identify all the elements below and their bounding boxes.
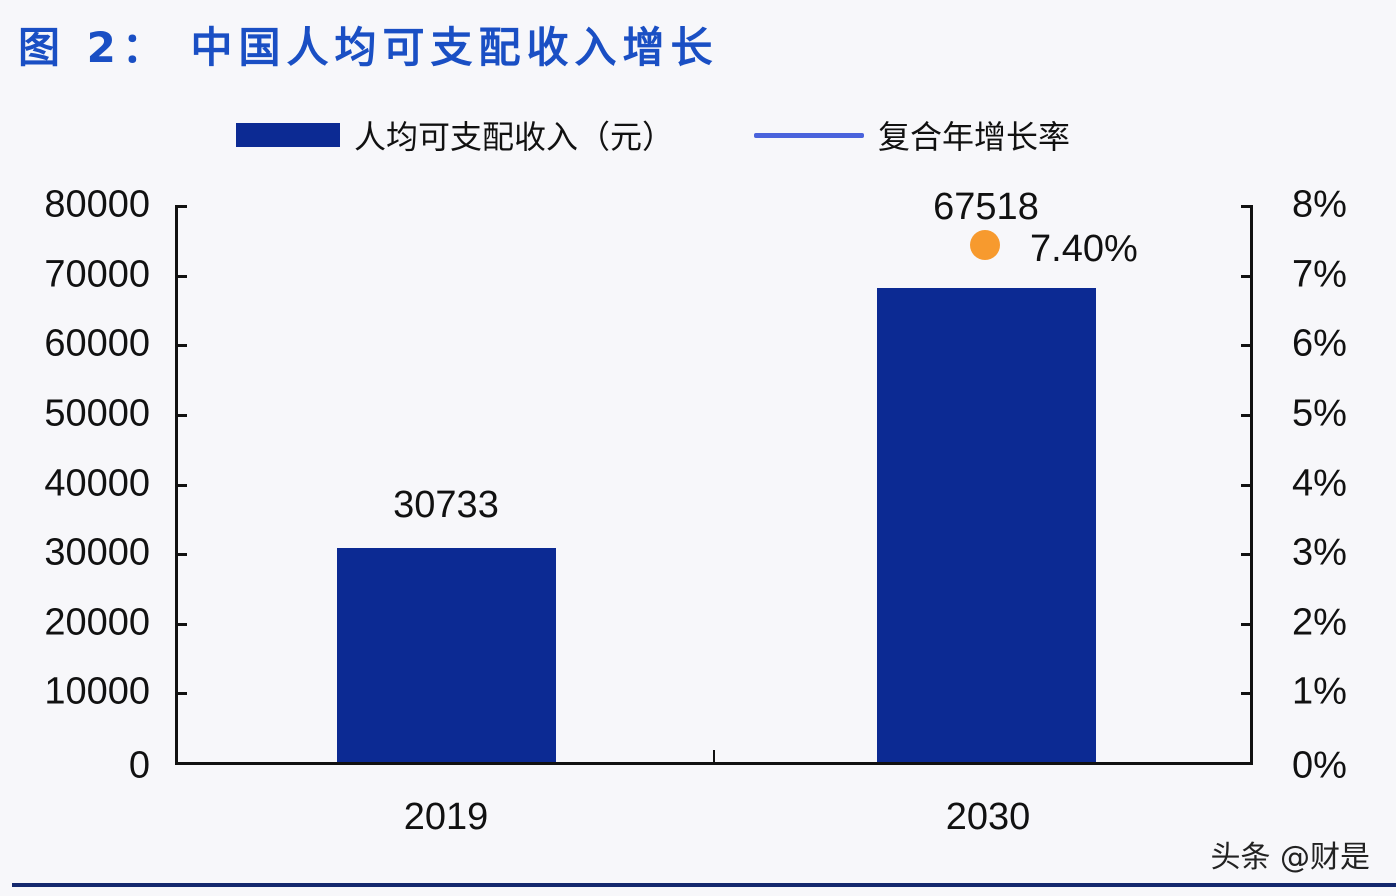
y-tick-label: 50000	[44, 392, 150, 435]
chart-title: 图 2： 中国人均可支配收入增长	[18, 23, 719, 72]
cagr-marker-icon	[970, 230, 1000, 260]
y-tick-label: 10000	[44, 670, 150, 713]
y2-tick-label: 0%	[1292, 744, 1347, 787]
footer-rule	[12, 883, 1396, 887]
x-tick-label-2019: 2019	[403, 796, 489, 838]
y2-tick	[1241, 553, 1253, 557]
y2-tick-label: 6%	[1292, 322, 1347, 365]
y2-tick	[1241, 622, 1253, 626]
y-tick	[175, 553, 187, 557]
y-tick	[175, 483, 187, 487]
x-tick-label-2030: 2030	[945, 796, 1031, 838]
y-tick-label: 80000	[44, 183, 150, 226]
watermark: 头条 @财是	[1210, 840, 1370, 875]
bar-2019	[337, 548, 556, 762]
bar-value-label-2030: 67518	[933, 186, 1039, 228]
y2-tick-label: 2%	[1292, 601, 1347, 644]
y-tick	[175, 692, 187, 696]
y-tick	[175, 413, 187, 417]
y2-tick-label: 1%	[1292, 670, 1347, 713]
y2-tick	[1241, 205, 1253, 208]
x-tick	[713, 750, 715, 762]
y2-tick-label: 7%	[1292, 253, 1347, 296]
y-tick	[175, 274, 187, 278]
y2-tick	[1241, 692, 1253, 696]
y-tick-label: 0	[128, 744, 150, 787]
cagr-value-label: 7.40%	[1030, 228, 1138, 270]
y2-tick-label: 3%	[1292, 531, 1347, 574]
y-tick	[175, 344, 187, 348]
y-tick	[175, 205, 187, 208]
y-tick-label: 30000	[44, 531, 150, 574]
legend-label: 人均可支配收入（元）	[354, 118, 675, 156]
legend-label: 复合年增长率	[878, 118, 1071, 156]
x-axis	[175, 762, 1253, 765]
y2-tick-label: 4%	[1292, 462, 1347, 504]
y-tick-label: 40000	[44, 462, 150, 504]
legend: 人均可支配收入（元） 复合年增长率	[236, 110, 1150, 160]
y2-tick	[1241, 413, 1253, 417]
y-tick-label: 70000	[44, 253, 150, 296]
y2-tick	[1241, 483, 1253, 487]
y2-tick-label: 8%	[1292, 183, 1347, 226]
legend-item-income: 人均可支配收入（元）	[236, 112, 674, 158]
legend-item-cagr: 复合年增长率	[754, 112, 1070, 158]
bar-2030	[877, 288, 1096, 762]
legend-bar-swatch-icon	[236, 123, 340, 147]
y-tick	[175, 622, 187, 626]
bar-value-label-2019: 30733	[393, 484, 499, 526]
legend-line-swatch-icon	[754, 132, 865, 138]
y2-tick	[1241, 344, 1253, 348]
y-tick-label: 20000	[44, 601, 150, 644]
y2-tick-label: 5%	[1292, 392, 1347, 435]
y2-tick	[1241, 274, 1253, 278]
plot-area	[175, 205, 1253, 765]
y-tick-label: 60000	[44, 322, 150, 365]
